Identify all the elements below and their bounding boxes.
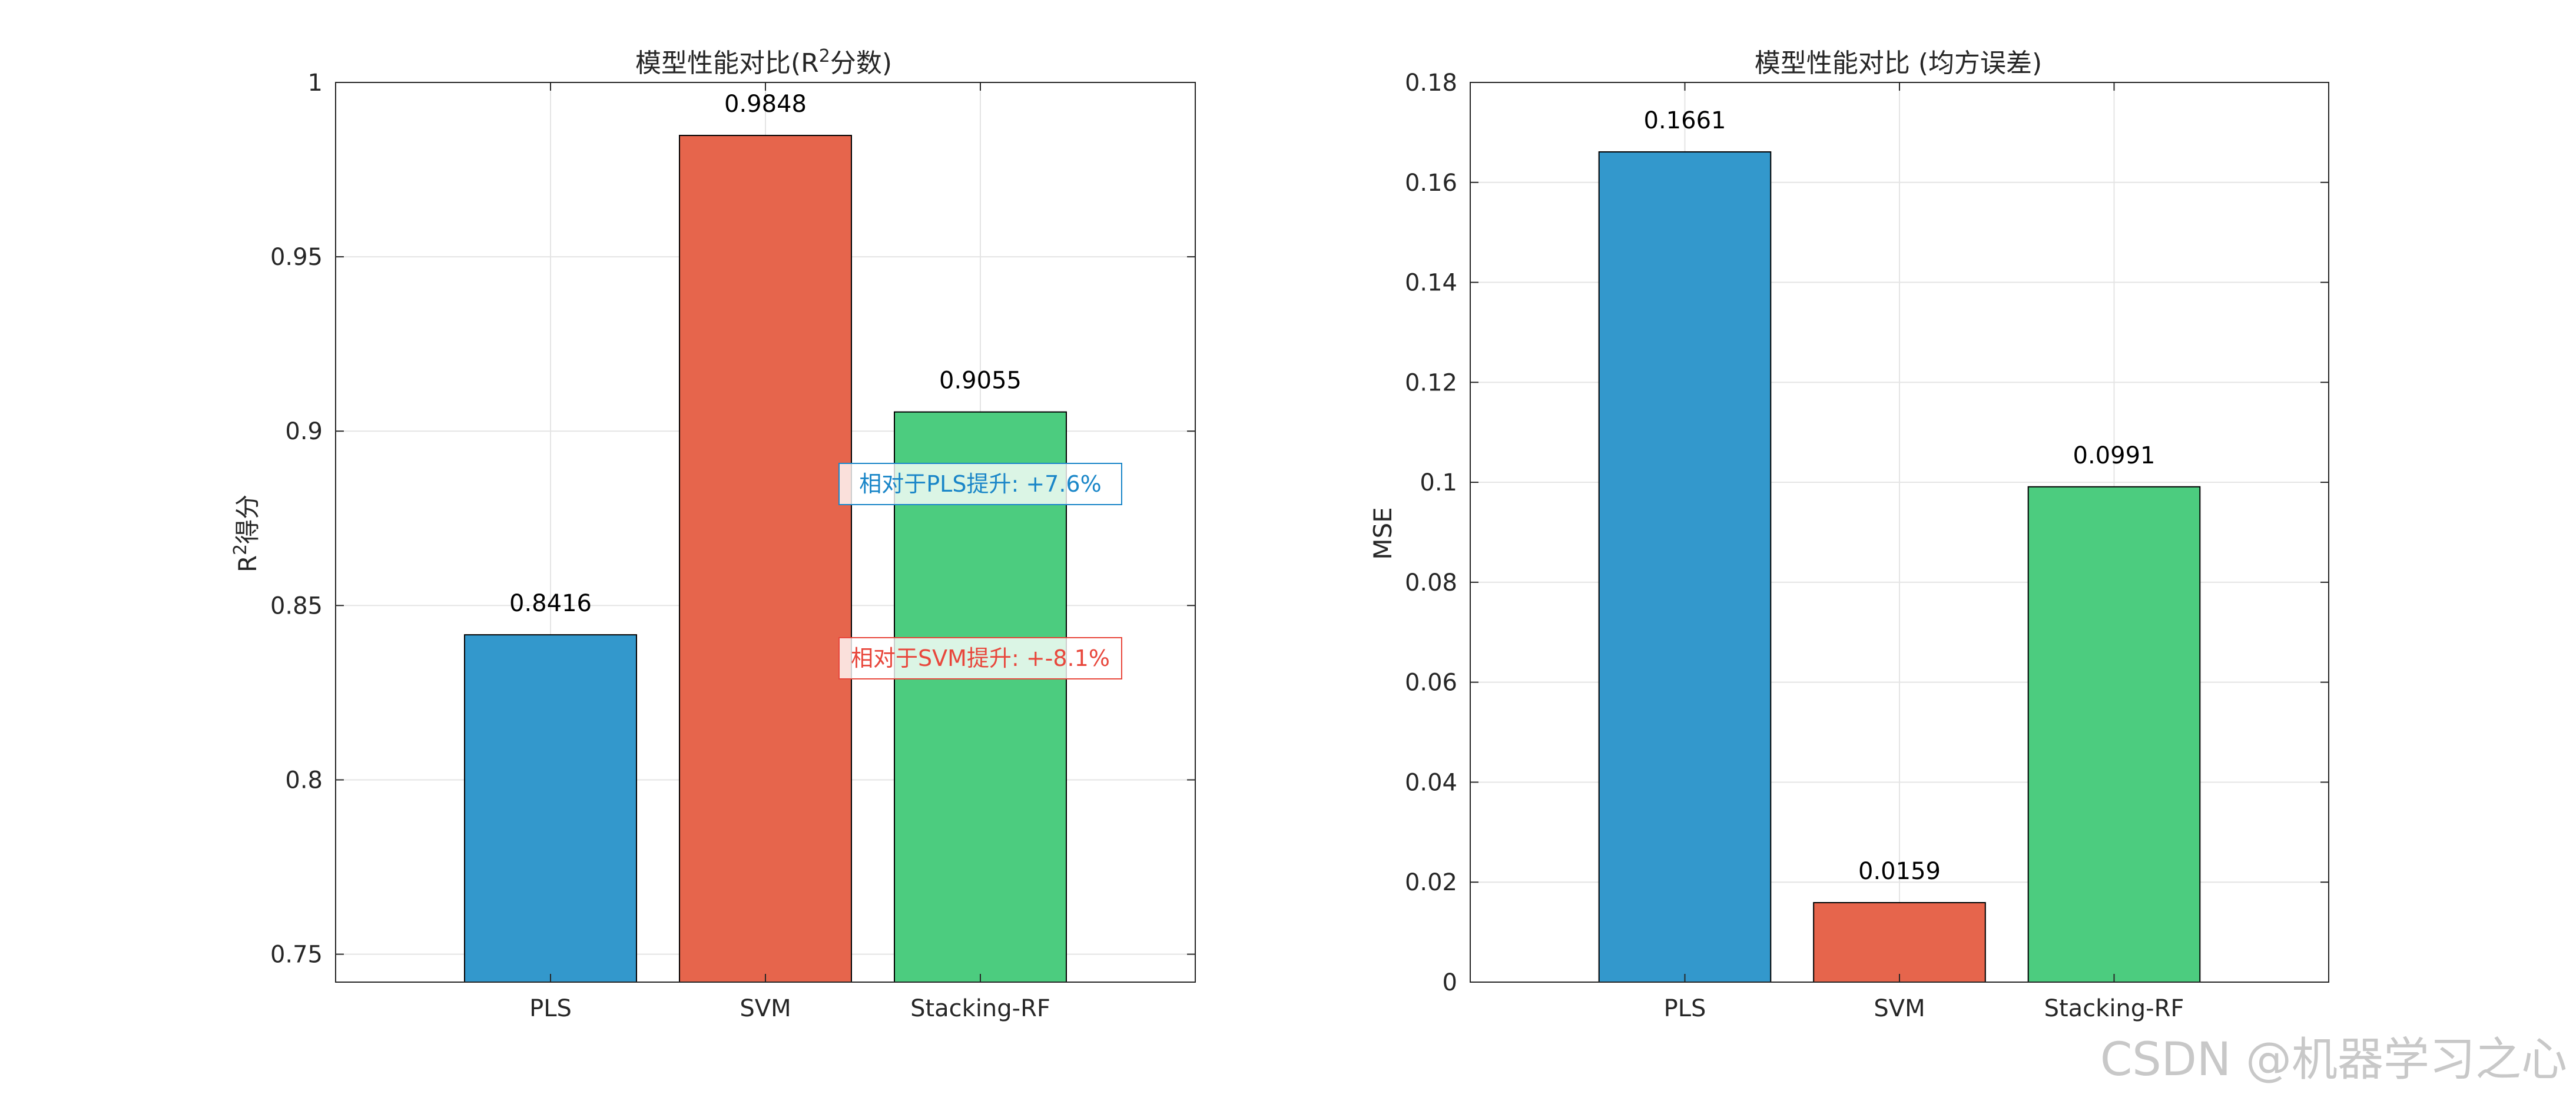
- bar-svm: [1813, 902, 1986, 983]
- y-tick-label: 0.14: [1405, 270, 1457, 297]
- y-tick-label: 0.06: [1405, 669, 1457, 697]
- data-label: 0.9055: [939, 367, 1022, 394]
- y-axis-label: R2得分: [230, 495, 263, 572]
- y-tick-label: 0.16: [1405, 170, 1457, 197]
- annotation-box: [838, 637, 1122, 679]
- chart-title: 模型性能对比(R2分数): [635, 46, 892, 79]
- r2-chart-panel: 模型性能对比(R2分数) R2得分 0.8416 0.9848 0.9055 0.75…: [230, 46, 1196, 1022]
- bar-pls: [464, 634, 637, 983]
- x-tick-label: PLS: [529, 995, 572, 1022]
- annotation-text: 相对于PLS提升: +7.6%: [859, 471, 1101, 497]
- y-axis-label: MSE: [1368, 507, 1397, 559]
- x-tick-label: SVM: [1874, 995, 1925, 1022]
- y-tick-label: 0.08: [1405, 569, 1457, 596]
- y-tick-label: 0.02: [1405, 869, 1457, 896]
- y-tick-label: 0.18: [1405, 69, 1457, 97]
- y-tick-label: 0: [1443, 969, 1457, 996]
- x-tick-label: Stacking-RF: [910, 995, 1050, 1022]
- improvement-annotation: 相对于SVM提升: +-8.1%: [838, 637, 1122, 679]
- data-label: 0.9848: [724, 91, 807, 118]
- y-tick-label: 0.1: [1420, 469, 1457, 496]
- improvement-annotation: 相对于PLS提升: +7.6%: [838, 463, 1122, 505]
- bar-pls: [1598, 151, 1772, 983]
- bar-stacking-rf: [894, 411, 1067, 983]
- annotation-text: 相对于SVM提升: +-8.1%: [851, 645, 1110, 671]
- annotation-box: [838, 463, 1122, 505]
- y-tick-label: 1: [308, 69, 323, 97]
- y-tick-label: 0.8: [285, 767, 323, 794]
- data-label: 0.0991: [2073, 442, 2156, 469]
- x-tick-label: Stacking-RF: [2044, 995, 2184, 1022]
- bar-svm: [679, 135, 852, 983]
- y-tick-label: 0.04: [1405, 769, 1457, 796]
- data-label: 0.8416: [509, 590, 592, 617]
- y-tick-label: 0.95: [270, 244, 323, 271]
- y-tick-label: 0.12: [1405, 369, 1457, 396]
- data-label: 0.0159: [1858, 858, 1941, 885]
- y-tick-label: 0.85: [270, 592, 323, 619]
- y-tick-label: 0.75: [270, 941, 323, 969]
- data-label: 0.1661: [1644, 107, 1726, 134]
- x-tick-label: PLS: [1664, 995, 1706, 1022]
- chart-title: 模型性能对比 (均方误差): [1755, 48, 2042, 78]
- x-tick-label: SVM: [740, 995, 791, 1022]
- watermark: CSDN @机器学习之心: [2100, 1033, 2567, 1086]
- y-tick-label: 0.9: [285, 418, 323, 445]
- mse-chart-panel: 模型性能对比 (均方误差) MSE 0.1661 0.0159 0.0991 0 0.0…: [1368, 48, 2329, 1022]
- bar-stacking-rf: [2027, 486, 2201, 983]
